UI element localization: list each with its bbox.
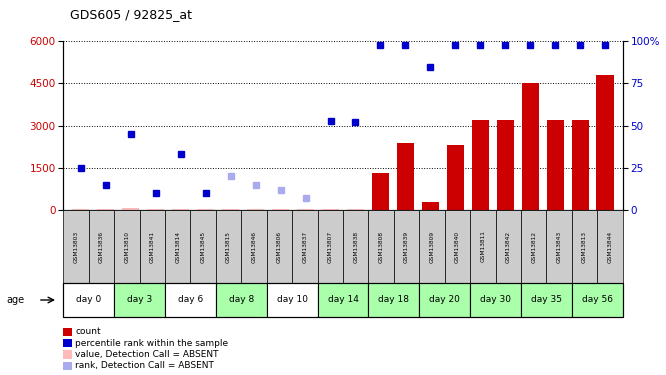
- Bar: [372, 173, 389, 210]
- Text: day 0: day 0: [76, 296, 101, 304]
- Text: GSM13845: GSM13845: [200, 231, 206, 262]
- Text: GSM13842: GSM13842: [505, 231, 511, 262]
- Text: GSM13839: GSM13839: [404, 231, 409, 262]
- Bar: [497, 120, 514, 210]
- Text: GSM13807: GSM13807: [328, 231, 333, 262]
- Text: GDS605 / 92825_at: GDS605 / 92825_at: [70, 8, 192, 21]
- Text: day 10: day 10: [276, 296, 308, 304]
- Text: rank, Detection Call = ABSENT: rank, Detection Call = ABSENT: [75, 361, 214, 370]
- Text: GSM13808: GSM13808: [379, 231, 384, 262]
- Text: GSM13812: GSM13812: [531, 231, 536, 262]
- Text: GSM13803: GSM13803: [73, 231, 79, 262]
- Bar: [147, 209, 165, 210]
- Text: day 6: day 6: [178, 296, 203, 304]
- Text: GSM13813: GSM13813: [582, 231, 587, 262]
- Text: day 18: day 18: [378, 296, 410, 304]
- Text: percentile rank within the sample: percentile rank within the sample: [75, 339, 228, 348]
- Bar: [122, 208, 139, 210]
- Text: GSM13836: GSM13836: [99, 231, 104, 262]
- Bar: [272, 209, 289, 210]
- Bar: [571, 120, 589, 210]
- Bar: [447, 146, 464, 210]
- Bar: [422, 202, 439, 210]
- Text: count: count: [75, 327, 101, 336]
- Text: day 20: day 20: [430, 296, 460, 304]
- Bar: [222, 209, 239, 210]
- Bar: [197, 209, 214, 210]
- Bar: [521, 84, 539, 210]
- Text: GSM13837: GSM13837: [302, 231, 307, 262]
- Bar: [72, 209, 89, 210]
- Bar: [547, 120, 564, 210]
- Text: GSM13840: GSM13840: [455, 231, 460, 262]
- Bar: [322, 209, 339, 210]
- Text: GSM13806: GSM13806: [277, 231, 282, 262]
- Bar: [597, 75, 614, 210]
- Bar: [472, 120, 489, 210]
- Text: GSM13843: GSM13843: [557, 231, 561, 262]
- Text: GSM13838: GSM13838: [353, 231, 358, 262]
- Bar: [247, 209, 264, 210]
- Text: day 14: day 14: [328, 296, 358, 304]
- Text: age: age: [7, 295, 25, 305]
- Bar: [347, 209, 364, 210]
- Text: day 35: day 35: [531, 296, 562, 304]
- Text: day 30: day 30: [480, 296, 511, 304]
- Text: GSM13811: GSM13811: [480, 231, 486, 262]
- Text: GSM13809: GSM13809: [430, 231, 434, 262]
- Text: GSM13846: GSM13846: [252, 231, 256, 262]
- Text: GSM13814: GSM13814: [175, 231, 180, 262]
- Text: day 56: day 56: [582, 296, 613, 304]
- Bar: [397, 142, 414, 210]
- Text: GSM13844: GSM13844: [607, 231, 613, 262]
- Text: value, Detection Call = ABSENT: value, Detection Call = ABSENT: [75, 350, 218, 359]
- Bar: [172, 209, 189, 210]
- Text: day 3: day 3: [127, 296, 153, 304]
- Text: GSM13841: GSM13841: [150, 231, 155, 262]
- Text: GSM13815: GSM13815: [226, 231, 231, 262]
- Text: day 8: day 8: [228, 296, 254, 304]
- Bar: [97, 209, 115, 210]
- Bar: [297, 209, 314, 210]
- Text: GSM13810: GSM13810: [125, 231, 129, 262]
